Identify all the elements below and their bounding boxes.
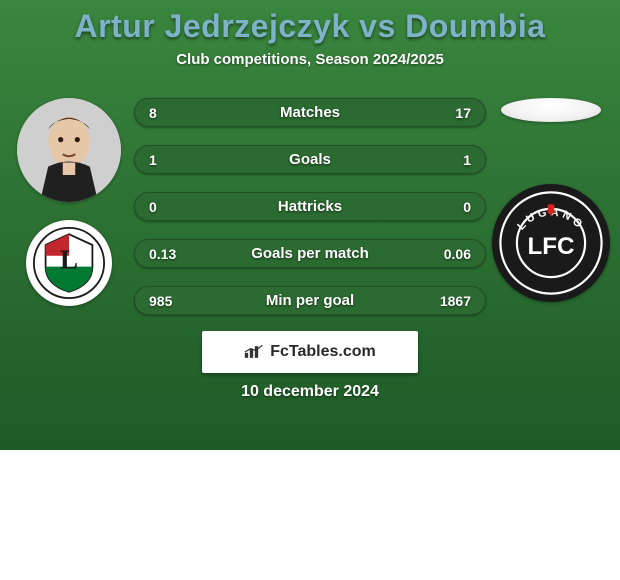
club-badge-left: L xyxy=(26,220,112,306)
subtitle: Club competitions, Season 2024/2025 xyxy=(0,51,620,68)
stat-row: 8Matches17 xyxy=(134,98,486,127)
face-icon xyxy=(17,98,121,202)
stat-right: 0 xyxy=(425,199,471,215)
stat-rows: 8Matches17 1Goals1 0Hattricks0 0.13Goals pe… xyxy=(134,98,486,315)
brand-label: FcTables.com xyxy=(270,343,376,361)
stat-row: 0.13Goals per match0.06 xyxy=(134,239,486,268)
player-avatar-right xyxy=(501,98,601,122)
svg-text:LFC: LFC xyxy=(527,233,574,260)
page-title: Artur Jedrzejczyk vs Doumbia xyxy=(0,8,620,45)
stat-left: 8 xyxy=(149,105,195,121)
right-column: LUGANO LFC xyxy=(496,98,606,302)
stat-row: 0Hattricks0 xyxy=(134,192,486,221)
stat-left: 985 xyxy=(149,293,195,309)
bars-icon xyxy=(244,345,264,359)
stat-right: 0.06 xyxy=(425,246,471,262)
stat-row: 985Min per goal1867 xyxy=(134,286,486,315)
stat-row: 1Goals1 xyxy=(134,145,486,174)
stat-left: 0 xyxy=(149,199,195,215)
stat-left: 1 xyxy=(149,152,195,168)
main-layout: L 8Matches17 1Goals1 0Hattricks0 0.13Goals … xyxy=(0,98,620,315)
stat-right: 1 xyxy=(425,152,471,168)
club-icon: LUGANO LFC xyxy=(496,188,606,298)
brand-box[interactable]: FcTables.com xyxy=(202,331,418,373)
date-label: 10 december 2024 xyxy=(0,383,620,401)
player-avatar-left xyxy=(17,98,121,202)
left-column: L xyxy=(14,98,124,306)
club-badge-right: LUGANO LFC xyxy=(492,184,610,302)
comparison-widget: Artur Jedrzejczyk vs Doumbia Club compet… xyxy=(0,0,620,450)
stat-right: 17 xyxy=(425,105,471,121)
svg-text:L: L xyxy=(60,244,78,274)
shield-icon: L xyxy=(33,227,105,299)
stat-left: 0.13 xyxy=(149,246,195,262)
stat-right: 1867 xyxy=(425,293,471,309)
